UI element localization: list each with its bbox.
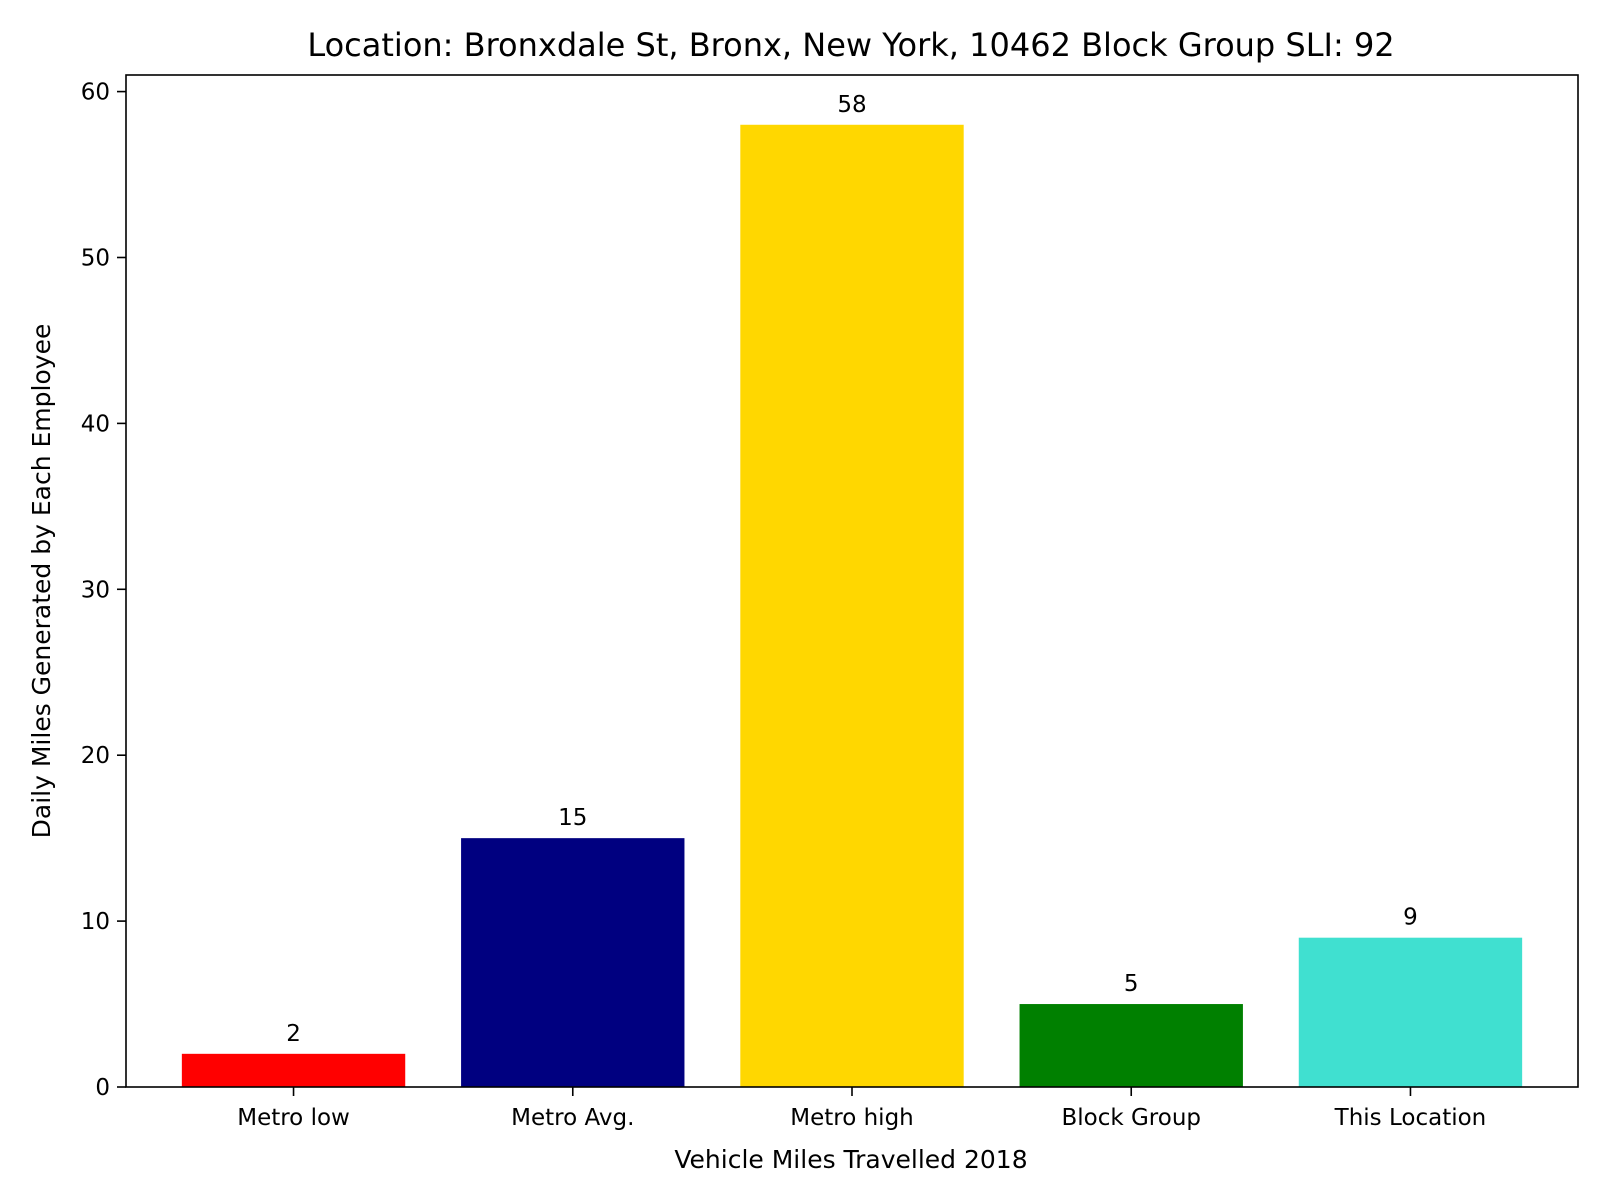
bar-value-label: 2	[286, 1021, 301, 1047]
x-tick-label: Metro low	[237, 1105, 350, 1131]
y-tick-label: 60	[81, 80, 110, 106]
y-tick-label: 20	[81, 743, 110, 769]
bar-value-label: 5	[1124, 971, 1139, 997]
x-axis-label: Vehicle Miles Travelled 2018	[674, 1145, 1027, 1174]
bar-value-label: 9	[1403, 905, 1418, 931]
bar-metro-avg	[461, 838, 685, 1087]
bar-block-group	[1019, 1004, 1243, 1087]
x-tick-label: This Location	[1334, 1105, 1487, 1131]
y-axis-label: Daily Miles Generated by Each Employee	[27, 324, 56, 839]
x-tick-label: Metro high	[790, 1105, 914, 1131]
bar-this-location	[1298, 937, 1523, 1087]
x-tick-label: Block Group	[1061, 1105, 1201, 1131]
y-tick-label: 10	[81, 909, 110, 935]
x-tick-label: Metro Avg.	[511, 1105, 634, 1131]
y-tick-label: 40	[81, 411, 110, 437]
chart-title: Location: Bronxdale St, Bronx, New York,…	[307, 26, 1394, 64]
bar-metro-low	[181, 1053, 406, 1087]
plot-area: 2 15 58 5 9 0 10 20 30 40 50 60 Metro low Metro Avg. M…	[81, 74, 1579, 1131]
y-tick-label: 30	[81, 577, 110, 603]
bar-value-label: 58	[837, 92, 866, 118]
y-tick-label: 50	[81, 245, 110, 271]
bar-value-label: 15	[558, 805, 587, 831]
y-tick-label: 0	[95, 1075, 110, 1101]
bar-metro-high	[740, 124, 964, 1087]
